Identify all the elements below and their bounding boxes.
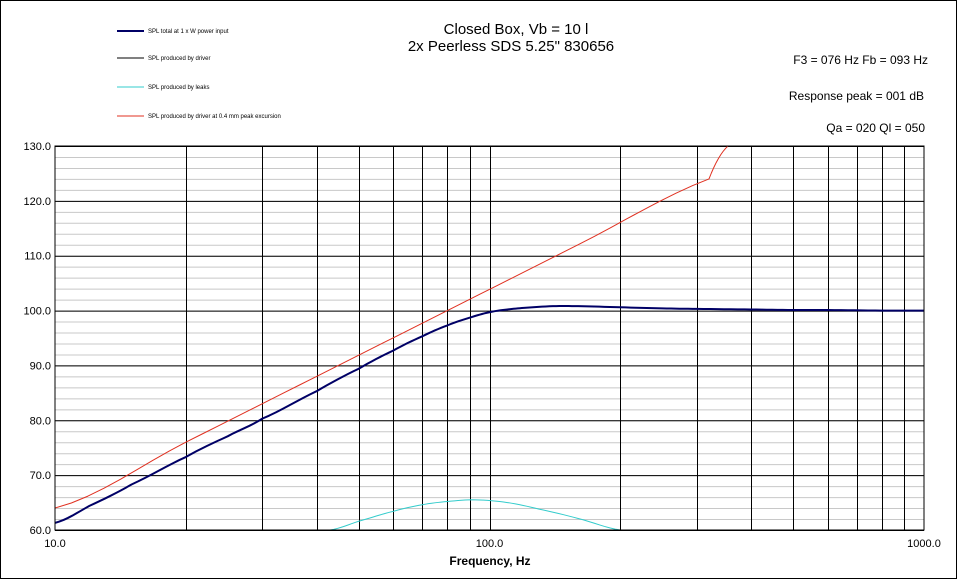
y-tick-label: 80.0 — [30, 415, 51, 427]
y-tick-label: 120.0 — [23, 196, 51, 208]
chart-title: Closed Box, Vb = 10 l — [444, 21, 589, 38]
x-tick-label: 100.0 — [476, 538, 504, 550]
annotation-qa-ql: Qa = 020 Ql = 050 — [826, 121, 925, 135]
y-tick-label: 60.0 — [30, 525, 51, 537]
y-tick-label: 110.0 — [24, 251, 51, 263]
y-tick-label: 130.0 — [23, 141, 51, 153]
y-tick-label: 100.0 — [23, 306, 51, 318]
x-tick-label: 1000.0 — [907, 538, 941, 550]
legend: SPL total at 1 x W power input SPL produc… — [117, 29, 281, 120]
series-line-3 — [55, 146, 729, 509]
tick-labels: 60.0 70.0 80.0 90.0 100.0 110.0 120.0 130.0 10.0… — [23, 141, 940, 550]
y-tick-label: 90.0 — [30, 360, 51, 372]
chart-subtitle: 2x Peerless SDS 5.25" 830656 — [408, 38, 614, 55]
legend-label-0: SPL total at 1 x W power input — [148, 29, 229, 35]
legend-label-1: SPL produced by driver — [148, 56, 210, 62]
y-tick-label: 70.0 — [30, 470, 51, 482]
annotation-response-peak: Response peak = 001 dB — [789, 89, 924, 103]
annotation-f3-fb: F3 = 076 Hz Fb = 093 Hz — [793, 53, 928, 67]
legend-label-3: SPL produced by driver at 0.4 mm peak ex… — [148, 114, 281, 120]
series-line-0 — [55, 305, 924, 524]
series-layer — [55, 146, 924, 530]
legend-label-2: SPL produced by leaks — [148, 85, 209, 91]
x-axis-label: Frequency, Hz — [449, 554, 530, 568]
series-line-2 — [330, 499, 621, 530]
plot-frame — [54, 145, 925, 531]
x-tick-label: 10.0 — [44, 538, 65, 550]
